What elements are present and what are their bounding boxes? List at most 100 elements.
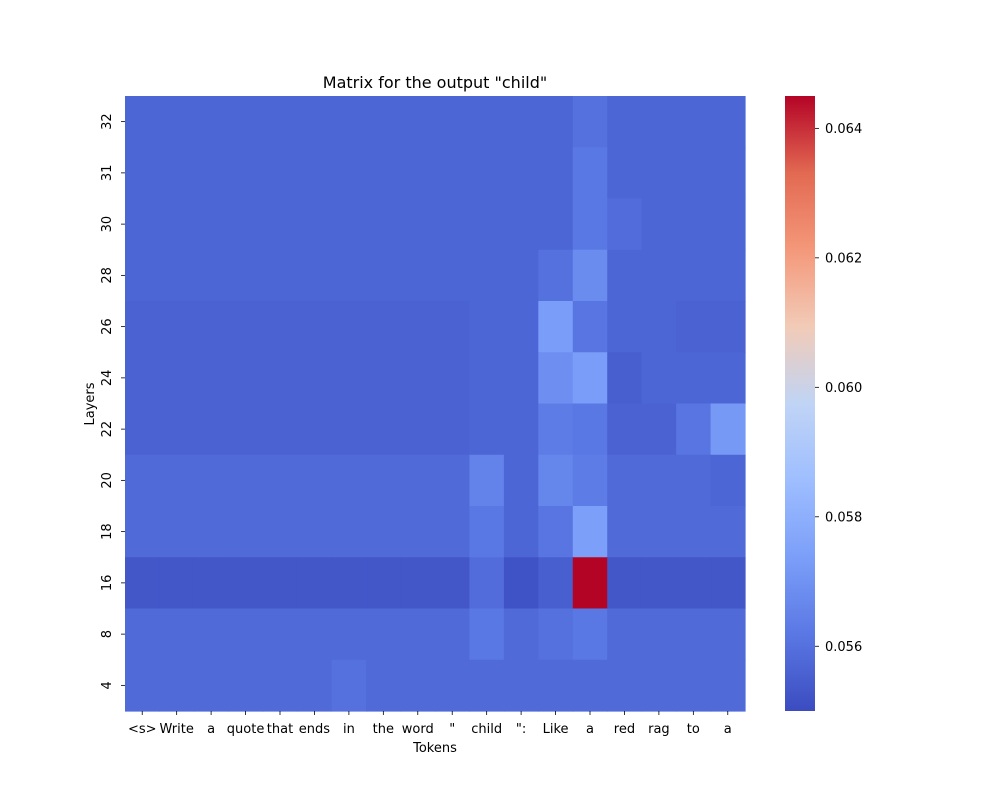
heatmap-cell bbox=[159, 608, 195, 661]
heatmap-cell bbox=[331, 506, 367, 558]
heatmap-cell bbox=[538, 198, 574, 251]
heatmap-cell bbox=[125, 96, 161, 148]
heatmap-cell bbox=[503, 557, 539, 610]
heatmap-cell bbox=[676, 198, 712, 251]
heatmap-cell bbox=[710, 403, 746, 456]
heatmap-cell bbox=[262, 301, 298, 353]
heatmap-cell bbox=[159, 96, 195, 148]
heatmap-cell bbox=[503, 403, 539, 456]
heatmap-cell bbox=[572, 301, 608, 353]
heatmap-cell bbox=[159, 506, 195, 558]
heatmap-cell bbox=[538, 403, 574, 456]
heatmap-cell bbox=[159, 454, 195, 507]
heatmap-cell bbox=[228, 557, 264, 610]
colorbar-tick-label: 0.064 bbox=[825, 122, 862, 137]
heatmap-cell bbox=[572, 659, 608, 712]
heatmap-cell bbox=[538, 659, 574, 712]
heatmap-cell bbox=[400, 96, 436, 148]
heatmap-cell bbox=[676, 506, 712, 558]
heatmap-cell bbox=[400, 454, 436, 507]
heatmap-cell bbox=[469, 352, 505, 405]
heatmap-cell bbox=[435, 249, 471, 302]
heatmap-cell bbox=[503, 506, 539, 558]
heatmap-cell bbox=[262, 506, 298, 558]
heatmap-cell bbox=[159, 198, 195, 251]
heatmap-cell bbox=[297, 506, 333, 558]
heatmap-cell bbox=[676, 608, 712, 661]
heatmap-cell bbox=[331, 608, 367, 661]
y-axis-label: Layers bbox=[83, 382, 98, 425]
heatmap-cell bbox=[228, 403, 264, 456]
heatmap-cell bbox=[435, 557, 471, 610]
heatmap-cell bbox=[193, 557, 229, 610]
heatmap-cell bbox=[676, 301, 712, 353]
heatmap-cell bbox=[159, 557, 195, 610]
heatmap-cell bbox=[641, 659, 677, 712]
x-tick-label: in bbox=[343, 722, 355, 737]
heatmap-cell bbox=[503, 608, 539, 661]
heatmap-cell bbox=[607, 147, 643, 200]
heatmap-cell bbox=[641, 454, 677, 507]
heatmap-cell bbox=[469, 608, 505, 661]
y-tick-label: 24 bbox=[100, 370, 115, 387]
heatmap-cell bbox=[676, 147, 712, 200]
heatmap-cell bbox=[572, 506, 608, 558]
heatmap-cell bbox=[469, 249, 505, 302]
heatmap-cell bbox=[297, 249, 333, 302]
heatmap-cell bbox=[676, 96, 712, 148]
heatmap-cell bbox=[641, 249, 677, 302]
heatmap-cell bbox=[331, 198, 367, 251]
heatmap-cell bbox=[331, 147, 367, 200]
heatmap-cell bbox=[125, 659, 161, 712]
heatmap-cell bbox=[125, 352, 161, 405]
heatmap-cell bbox=[503, 352, 539, 405]
heatmap-cell bbox=[641, 557, 677, 610]
heatmap-cell bbox=[262, 249, 298, 302]
heatmap-cell bbox=[228, 96, 264, 148]
heatmap-cell bbox=[435, 147, 471, 200]
heatmap-cell bbox=[469, 301, 505, 353]
heatmap-cell bbox=[641, 198, 677, 251]
heatmap-cell bbox=[676, 249, 712, 302]
heatmap-cell bbox=[331, 301, 367, 353]
heatmap-cell bbox=[469, 403, 505, 456]
heatmap-cell bbox=[297, 301, 333, 353]
heatmap-cell bbox=[366, 198, 402, 251]
heatmap-cell bbox=[710, 249, 746, 302]
heatmap-cell bbox=[710, 96, 746, 148]
heatmap-cell bbox=[125, 454, 161, 507]
heatmap-cell bbox=[572, 608, 608, 661]
heatmap-cell bbox=[297, 557, 333, 610]
heatmap-cell bbox=[193, 454, 229, 507]
heatmap-cell bbox=[572, 403, 608, 456]
heatmap-cell bbox=[538, 557, 574, 610]
heatmap-cell bbox=[538, 454, 574, 507]
x-tick-label: a bbox=[586, 722, 594, 737]
heatmap-cell bbox=[366, 608, 402, 661]
heatmap-cell bbox=[125, 557, 161, 610]
heatmap-cell bbox=[503, 249, 539, 302]
colorbar-tick-label: 0.056 bbox=[825, 640, 862, 655]
y-tick-label: 8 bbox=[100, 630, 115, 638]
heatmap-cell bbox=[331, 403, 367, 456]
heatmap-cell bbox=[572, 454, 608, 507]
heatmap-cell bbox=[125, 249, 161, 302]
heatmap-cell bbox=[159, 249, 195, 302]
heatmap-cell bbox=[503, 454, 539, 507]
chart-title: Matrix for the output "child" bbox=[323, 73, 547, 92]
y-axis-ticks: 32 31 30 28 26 24 22 20 18 16 8 4 bbox=[100, 113, 125, 690]
heatmap-cell bbox=[331, 96, 367, 148]
heatmap-cell bbox=[641, 96, 677, 148]
heatmap-cell bbox=[572, 198, 608, 251]
heatmap-cell bbox=[262, 96, 298, 148]
heatmap-cell bbox=[193, 96, 229, 148]
heatmap-cell bbox=[710, 454, 746, 507]
heatmap-cell bbox=[469, 198, 505, 251]
y-tick-label: 18 bbox=[100, 523, 115, 540]
heatmap-cell bbox=[366, 249, 402, 302]
heatmap-cell bbox=[641, 608, 677, 661]
heatmap-cells bbox=[125, 96, 746, 712]
heatmap-cell bbox=[435, 96, 471, 148]
heatmap-cell bbox=[400, 403, 436, 456]
